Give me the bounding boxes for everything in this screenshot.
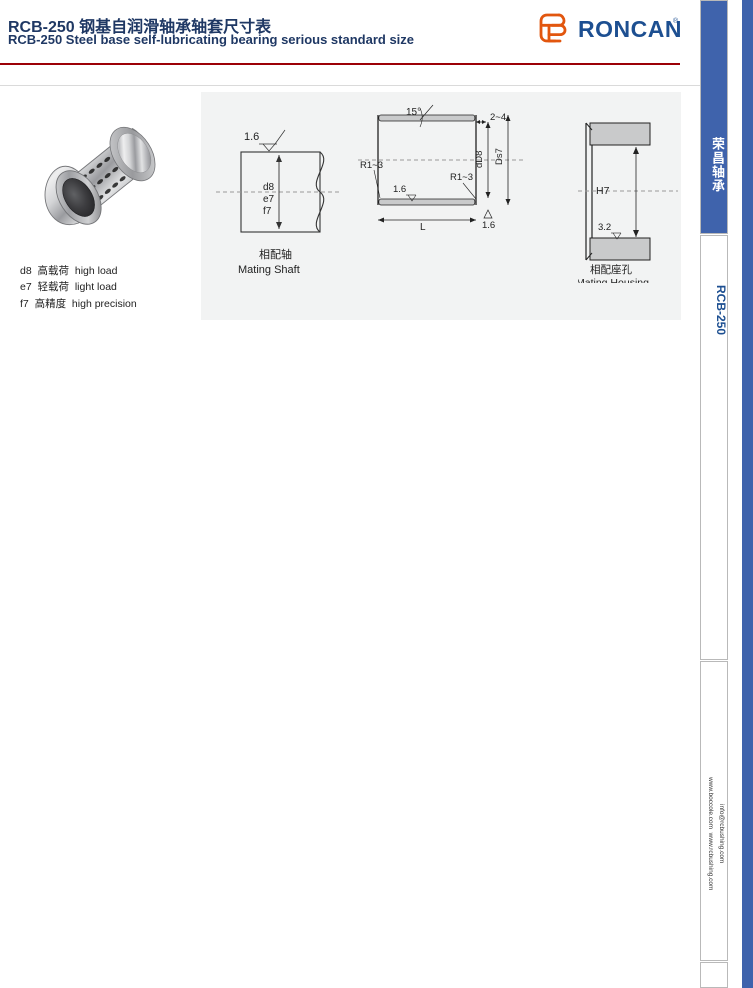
svg-text:15°: 15° (406, 107, 421, 118)
svg-text:dD8: dD8 (474, 151, 485, 168)
svg-text:d8: d8 (263, 182, 275, 193)
svg-text:1.6: 1.6 (393, 184, 406, 195)
svg-text:H7: H7 (596, 185, 610, 197)
svg-text:Ds7: Ds7 (494, 148, 505, 165)
svg-text:3.2: 3.2 (598, 222, 611, 233)
svg-text:相配座孔: 相配座孔 (590, 262, 632, 277)
svg-text:L: L (420, 222, 426, 233)
svg-text:Mating Shaft: Mating Shaft (238, 264, 300, 276)
svg-text:®: ® (673, 17, 679, 25)
svg-text:RONCAN: RONCAN (578, 16, 682, 42)
svg-text:e7: e7 (263, 194, 275, 205)
svg-text:f7: f7 (263, 206, 272, 217)
svg-text:1.6: 1.6 (244, 131, 259, 143)
svg-text:相配轴: 相配轴 (259, 246, 292, 262)
svg-text:2~4: 2~4 (490, 112, 506, 123)
svg-text:Mating Housing: Mating Housing (578, 277, 649, 283)
svg-text:R1~3: R1~3 (450, 172, 473, 183)
svg-text:1.6: 1.6 (482, 220, 495, 231)
svg-text:R1~3: R1~3 (360, 160, 383, 171)
